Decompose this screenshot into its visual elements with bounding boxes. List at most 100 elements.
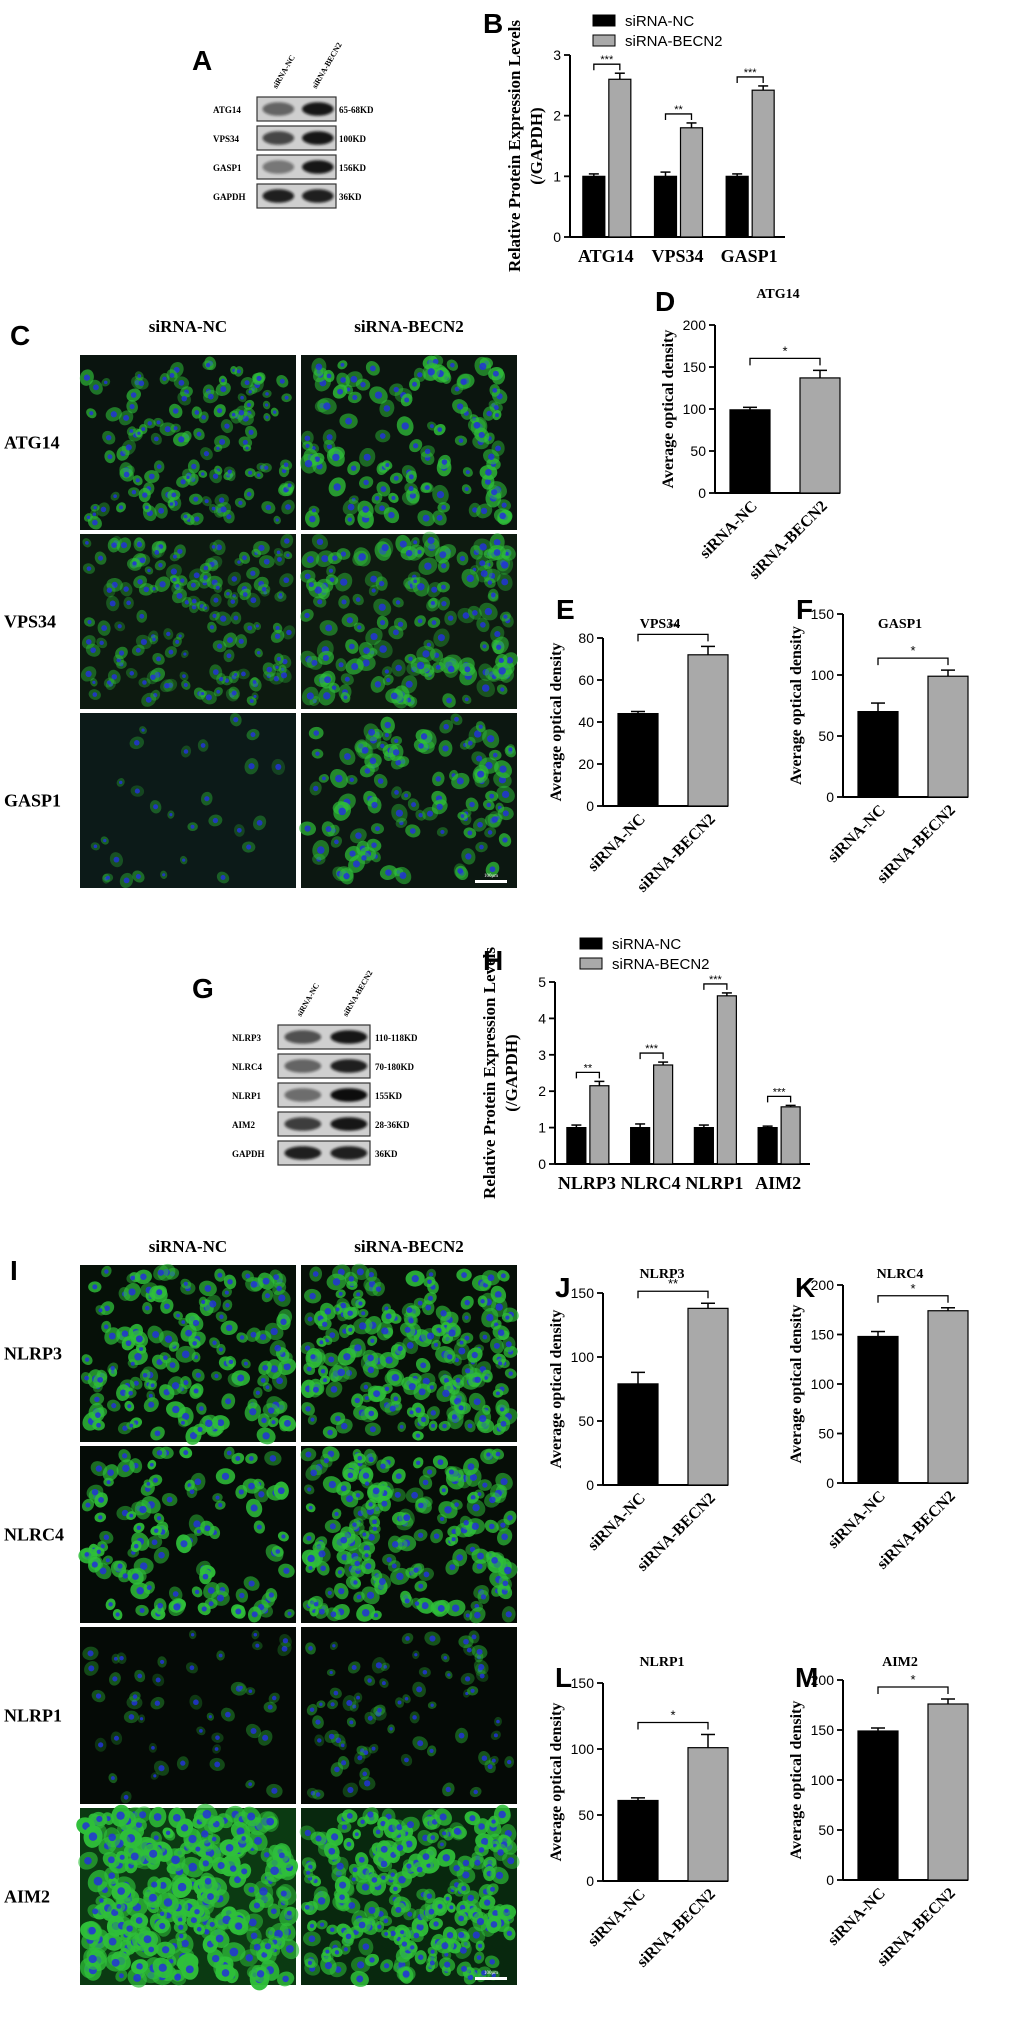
protein-band bbox=[262, 131, 295, 145]
cell-nucleus bbox=[361, 746, 369, 754]
cell-nucleus bbox=[457, 868, 464, 874]
cell-nucleus bbox=[328, 1733, 335, 1740]
protein-band bbox=[262, 102, 295, 116]
cell-nucleus bbox=[205, 363, 211, 368]
cell-nucleus bbox=[338, 1588, 345, 1595]
cell-nucleus bbox=[430, 1703, 434, 1707]
cell-nucleus bbox=[110, 1776, 115, 1781]
cell-nucleus bbox=[252, 680, 257, 684]
cell-nucleus bbox=[144, 1305, 150, 1311]
cell-nucleus bbox=[435, 664, 441, 670]
cell-nucleus bbox=[361, 1609, 370, 1617]
protein-band bbox=[302, 189, 334, 203]
x-tick-label: siRNA-NC bbox=[825, 1488, 889, 1552]
cell-nucleus bbox=[485, 469, 492, 476]
cell-nucleus bbox=[433, 1342, 439, 1347]
cell-nucleus bbox=[246, 844, 252, 850]
cell-nucleus bbox=[467, 740, 473, 746]
cell-nucleus bbox=[101, 625, 108, 632]
cell-nucleus bbox=[473, 549, 480, 556]
cell-nucleus bbox=[429, 424, 434, 429]
cell-nucleus bbox=[357, 1510, 364, 1517]
cell-nucleus bbox=[103, 1324, 109, 1330]
cell-nucleus bbox=[207, 1587, 215, 1594]
cell-nucleus bbox=[231, 690, 237, 696]
panel-letter-c: C bbox=[10, 320, 30, 351]
cell-nucleus bbox=[183, 1281, 188, 1286]
legend-swatch bbox=[592, 34, 616, 47]
cell-nucleus bbox=[426, 1893, 433, 1899]
cell-nucleus bbox=[426, 642, 432, 647]
cell-nucleus bbox=[274, 1344, 282, 1352]
cell-nucleus bbox=[204, 1284, 212, 1292]
cell-nucleus bbox=[148, 1393, 153, 1398]
cell-nucleus bbox=[467, 1894, 475, 1902]
cell-nucleus bbox=[93, 384, 99, 391]
cell-nucleus bbox=[248, 1918, 257, 1927]
cell-nucleus bbox=[480, 621, 486, 628]
cell-nucleus bbox=[197, 691, 203, 697]
cell-nucleus bbox=[363, 453, 371, 461]
cell-nucleus bbox=[231, 412, 236, 417]
cell-nucleus bbox=[389, 1405, 396, 1412]
cell-nucleus bbox=[502, 1580, 509, 1587]
cell-nucleus bbox=[94, 1396, 100, 1403]
cell-nucleus bbox=[111, 674, 118, 680]
cell-nucleus bbox=[279, 378, 285, 384]
cell-nucleus bbox=[276, 656, 281, 662]
scale-bar-label: 100μm bbox=[484, 1971, 498, 1976]
cell-nucleus bbox=[310, 1354, 316, 1360]
cell-nucleus bbox=[171, 1382, 180, 1390]
chart-f: 0 50 100 150 Average optical density siRNA-NC… bbox=[788, 606, 969, 887]
cell-nucleus bbox=[508, 747, 513, 752]
y-tick-label: 200 bbox=[683, 317, 707, 333]
cell-nucleus bbox=[463, 1638, 469, 1645]
cell-nucleus bbox=[372, 1487, 380, 1495]
cell-nucleus bbox=[362, 1472, 370, 1479]
cell-nucleus bbox=[194, 410, 200, 415]
cell-nucleus bbox=[395, 1473, 402, 1480]
y-axis-label: Relative Protein Expression Levels bbox=[505, 20, 524, 272]
cell-nucleus bbox=[136, 541, 143, 548]
significance-marker: * bbox=[910, 643, 915, 658]
cell-nucleus bbox=[250, 597, 257, 604]
cell-nucleus bbox=[328, 1847, 336, 1855]
cell-nucleus bbox=[277, 1487, 285, 1495]
cell-nucleus bbox=[441, 584, 446, 590]
cell-nucleus bbox=[413, 1932, 420, 1939]
cell-nucleus bbox=[122, 1573, 128, 1579]
x-tick-label: NLRP1 bbox=[685, 1173, 743, 1193]
cell-nucleus bbox=[280, 667, 285, 672]
cell-nucleus bbox=[351, 1877, 356, 1882]
cell-nucleus bbox=[135, 1917, 143, 1924]
cell-nucleus bbox=[202, 1860, 209, 1867]
cell-nucleus bbox=[362, 1943, 370, 1950]
x-tick-label: NLRC4 bbox=[621, 1173, 681, 1193]
protein-band bbox=[330, 1117, 368, 1131]
cell-nucleus bbox=[340, 377, 347, 383]
cell-nucleus bbox=[333, 483, 341, 491]
blot-protein-label: AIM2 bbox=[232, 1120, 255, 1130]
cell-nucleus bbox=[433, 652, 440, 658]
cell-nucleus bbox=[265, 392, 269, 396]
cell-nucleus bbox=[480, 1594, 487, 1600]
cell-nucleus bbox=[97, 1376, 104, 1383]
cell-nucleus bbox=[146, 1585, 152, 1591]
cell-nucleus bbox=[160, 1659, 165, 1665]
cell-nucleus bbox=[84, 1552, 90, 1557]
cell-nucleus bbox=[445, 1896, 450, 1901]
cell-nucleus bbox=[183, 1380, 189, 1386]
cell-nucleus bbox=[334, 1766, 340, 1773]
cell-nucleus bbox=[317, 1897, 326, 1905]
cell-nucleus bbox=[343, 1353, 351, 1361]
cell-nucleus bbox=[189, 1665, 195, 1671]
cell-nucleus bbox=[256, 820, 263, 826]
cell-nucleus bbox=[415, 1407, 422, 1413]
cell-nucleus bbox=[227, 1279, 233, 1285]
cell-nucleus bbox=[86, 639, 92, 645]
cell-nucleus bbox=[216, 689, 221, 694]
cell-nucleus bbox=[148, 473, 155, 480]
cell-nucleus bbox=[190, 477, 196, 482]
cell-nucleus bbox=[190, 582, 196, 588]
cell-nucleus bbox=[205, 1419, 213, 1428]
